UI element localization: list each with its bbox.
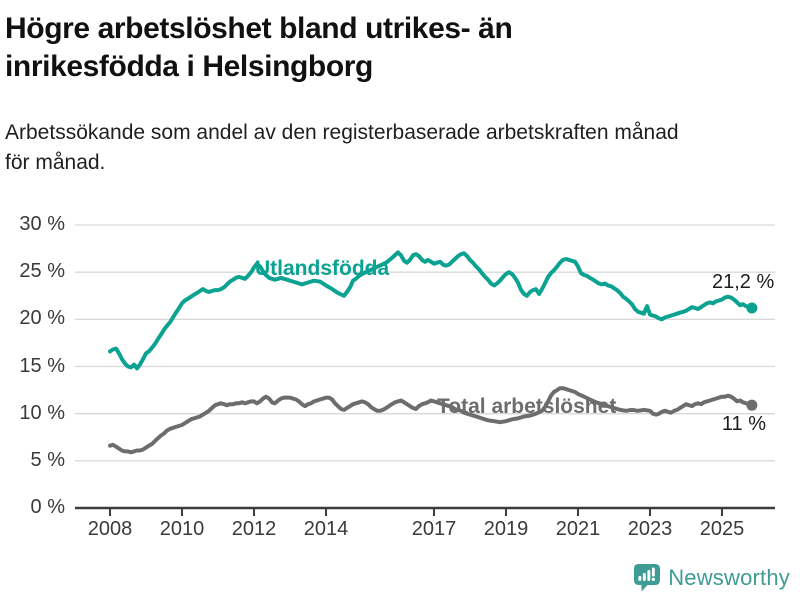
y-axis-label: 0 %: [30, 496, 65, 518]
newsworthy-wordmark: Newsworthy: [668, 565, 790, 590]
end-value-label-total: 11 %: [721, 413, 766, 435]
chart-subtitle: Arbetssökande som andel av den registerb…: [5, 118, 679, 178]
x-axis-label: 2014: [303, 518, 349, 540]
y-axis-label: 25 %: [19, 260, 65, 283]
page-title: Högre arbetslöshet bland utrikes- än inr…: [5, 10, 513, 86]
x-axis-label: 2017: [411, 518, 457, 540]
end-value-label-utlandsfodda: 21,2 %: [712, 271, 775, 293]
x-axis-label: 2021: [555, 518, 601, 540]
page-title-line2: inrikesfödda i Helsingborg: [5, 50, 373, 83]
chart-subtitle-line2: för månad.: [5, 151, 106, 174]
y-axis-label: 20 %: [19, 307, 65, 330]
y-axis-label: 10 %: [19, 401, 65, 424]
y-axis-label: 5 %: [30, 448, 65, 471]
x-axis-label: 2023: [627, 518, 673, 540]
y-axis-label: 30 %: [19, 213, 65, 235]
newsworthy-bubble-barchart-icon: [634, 564, 661, 592]
y-axis-label: 15 %: [19, 354, 65, 377]
newsworthy-logo: Newsworthy: [633, 563, 790, 593]
chart-subtitle-line1: Arbetssökande som andel av den registerb…: [5, 121, 679, 144]
series-label-utlandsfodda: Utlandsfödda: [255, 257, 390, 280]
x-axis-label: 2010: [159, 518, 205, 540]
series-end-dot-1: [746, 399, 758, 411]
series-line-1: [108, 386, 754, 455]
x-axis-label: 2019: [483, 518, 529, 540]
x-axis-label: 2008: [87, 518, 133, 540]
series-line-0: [108, 250, 754, 371]
series-end-dot-0: [746, 302, 758, 314]
series-label-total-arbetsloshet: Total arbetslöshet: [437, 395, 617, 418]
page-title-line1: Högre arbetslöshet bland utrikes- än: [5, 12, 513, 45]
x-axis-label: 2012: [231, 518, 277, 540]
x-axis-label: 2025: [699, 518, 745, 540]
